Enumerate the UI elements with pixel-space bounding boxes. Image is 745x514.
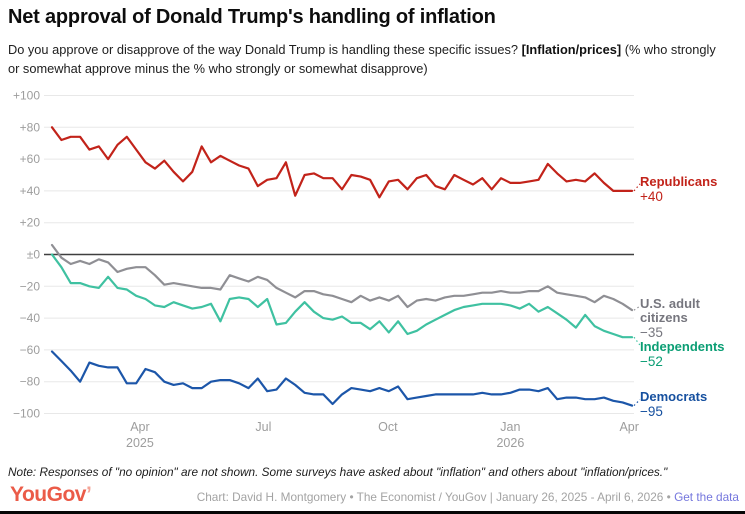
- series-name-democrats: Democrats: [640, 389, 708, 404]
- series-name-independents: Independents: [640, 339, 725, 354]
- y-axis-tick-label: −40: [20, 311, 41, 325]
- series-label-leader: [633, 399, 641, 406]
- series-label-leader: [633, 305, 641, 311]
- footnote: Note: Responses of "no opinion" are not …: [8, 465, 668, 479]
- y-axis-tick-label: +100: [13, 89, 40, 103]
- series-endvalue-republicans: +40: [640, 189, 663, 205]
- y-axis-tick-label: −100: [13, 407, 40, 421]
- yougov-logo-tick: ’: [85, 483, 92, 506]
- series-label-leader: [633, 183, 641, 192]
- get-the-data-link[interactable]: Get the data: [674, 490, 739, 504]
- y-axis-tick-label: −60: [20, 343, 41, 357]
- yougov-logo-text: YouGov: [10, 483, 86, 506]
- series-line-republicans: [50, 126, 634, 199]
- y-axis-tick-label: +80: [20, 120, 41, 134]
- y-axis-tick-label: −20: [20, 279, 41, 293]
- y-axis-tick-label: +20: [20, 216, 41, 230]
- subtitle-text: Do you approve or disapprove of the way …: [8, 42, 522, 57]
- x-axis-tick-label: Apr: [130, 420, 149, 434]
- yougov-logo[interactable]: YouGov’: [10, 483, 92, 507]
- y-axis-tick-label: ±0: [27, 248, 41, 262]
- x-axis-tick-label: Jul: [255, 420, 271, 434]
- series-line-democrats: [50, 350, 634, 407]
- series-label-republicans: Republicans +40: [640, 174, 742, 205]
- credit-text: Chart: David H. Montgomery • The Economi…: [196, 490, 675, 504]
- page-title: Net approval of Donald Trump's handling …: [8, 6, 496, 28]
- series-endvalue-democrats: −95: [640, 404, 663, 420]
- y-axis-tick-label: −80: [20, 375, 41, 389]
- y-axis-tick-label: +60: [20, 152, 41, 166]
- series-endvalue-independents: −52: [640, 354, 663, 370]
- subtitle-issue-tag: [Inflation/prices]: [521, 42, 622, 57]
- series-line-u-s-adult-citizens: [50, 243, 634, 312]
- series-label-leader: [633, 336, 641, 346]
- series-name-us-adults: U.S. adult citizens: [640, 296, 700, 326]
- series-label-independents: Independents −52: [640, 339, 742, 370]
- bottom-border-bar: [0, 511, 745, 514]
- series-label-us-adults: U.S. adult citizens −35: [640, 296, 742, 341]
- chart-subtitle: Do you approve or disapprove of the way …: [8, 40, 724, 78]
- credit-line: Chart: David H. Montgomery • The Economi…: [197, 490, 739, 504]
- series-name-republicans: Republicans: [640, 174, 718, 189]
- y-axis-tick-label: +40: [20, 184, 41, 198]
- x-axis-tick-label: Oct: [378, 420, 398, 434]
- series-label-democrats: Democrats −95: [640, 389, 742, 420]
- x-axis-tick-label: Jan: [500, 420, 520, 434]
- x-axis-tick-label: Apr: [619, 420, 638, 434]
- subtitle-definition: (% who strongly or somewhat approve minu…: [8, 42, 716, 77]
- x-axis-tick-sublabel: 2026: [496, 436, 524, 450]
- series-endvalue-us-adults: −35: [640, 325, 663, 341]
- x-axis-tick-sublabel: 2025: [126, 436, 154, 450]
- series-line-independents: [50, 253, 634, 339]
